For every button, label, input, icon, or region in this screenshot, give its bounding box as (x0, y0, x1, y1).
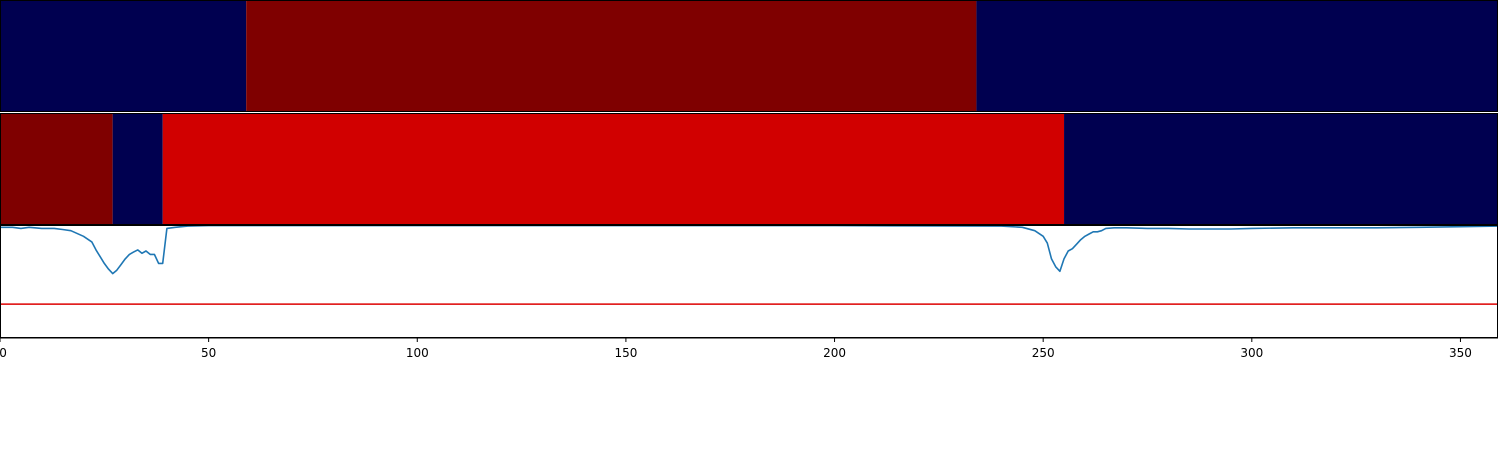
x-tick-label-300: 300 (1240, 346, 1263, 360)
line-panel-background (0, 225, 1498, 338)
panel-2-frame (0, 113, 1498, 225)
track-2-segment-3 (162, 113, 1065, 225)
x-tick-label-350: 350 (1449, 346, 1472, 360)
panel-1-frame (0, 0, 1498, 112)
line-panel (0, 224, 1499, 338)
track-2-segment-4 (1064, 113, 1498, 225)
track-2-segment-1 (0, 113, 113, 225)
x-tick-label-50: 50 (201, 346, 216, 360)
x-axis: 0 50 100 150 200 250 300 350 (0, 337, 1498, 360)
x-tick-label-250: 250 (1032, 346, 1055, 360)
x-tick-label-200: 200 (823, 346, 846, 360)
x-tick-label-100: 100 (406, 346, 429, 360)
color-tracks (0, 0, 1498, 225)
x-tick-label-150: 150 (614, 346, 637, 360)
track-1-segment-1 (0, 0, 247, 112)
x-tick-label-0: 0 (0, 346, 7, 360)
track-1-segment-2 (246, 0, 977, 112)
track-2-segment-2 (112, 113, 163, 225)
track-1-segment-3 (976, 0, 1498, 112)
